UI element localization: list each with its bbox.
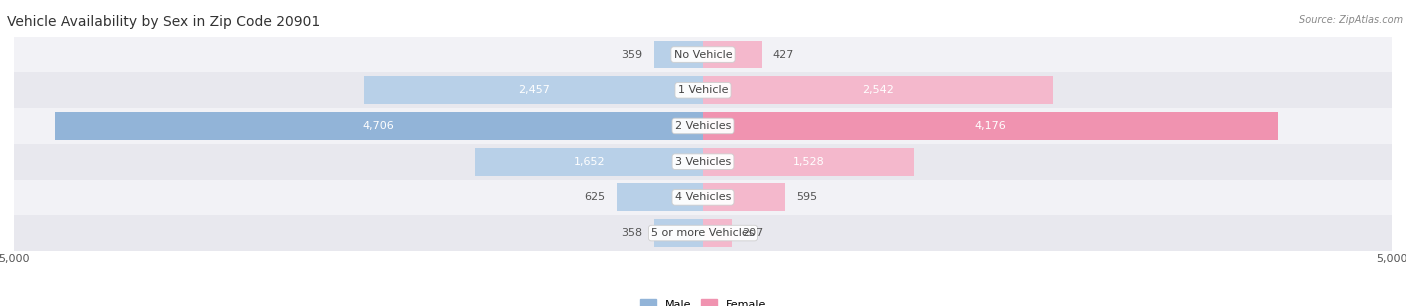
Bar <box>475 148 703 176</box>
Bar <box>703 219 731 247</box>
Text: 625: 625 <box>585 192 606 202</box>
Bar <box>703 183 785 211</box>
Text: 595: 595 <box>796 192 817 202</box>
Bar <box>703 76 1053 104</box>
Bar <box>14 108 1392 144</box>
Bar <box>14 73 1392 108</box>
Bar <box>654 219 703 247</box>
Text: 2,542: 2,542 <box>862 85 894 95</box>
Text: 2 Vehicles: 2 Vehicles <box>675 121 731 131</box>
Text: 3 Vehicles: 3 Vehicles <box>675 157 731 167</box>
Text: 5 or more Vehicles: 5 or more Vehicles <box>651 228 755 238</box>
Text: 427: 427 <box>773 50 794 60</box>
Text: 359: 359 <box>621 50 643 60</box>
Text: 2,457: 2,457 <box>517 85 550 95</box>
Bar <box>14 215 1392 251</box>
Bar <box>55 112 703 140</box>
Text: 4 Vehicles: 4 Vehicles <box>675 192 731 202</box>
Bar <box>703 112 1278 140</box>
Bar <box>617 183 703 211</box>
Bar <box>14 37 1392 73</box>
Text: No Vehicle: No Vehicle <box>673 50 733 60</box>
Legend: Male, Female: Male, Female <box>640 299 766 306</box>
Text: 1,652: 1,652 <box>574 157 605 167</box>
Bar <box>14 180 1392 215</box>
Bar <box>703 148 914 176</box>
Text: Vehicle Availability by Sex in Zip Code 20901: Vehicle Availability by Sex in Zip Code … <box>7 15 321 28</box>
Text: 207: 207 <box>742 228 763 238</box>
Text: 1,528: 1,528 <box>793 157 824 167</box>
Text: 4,706: 4,706 <box>363 121 395 131</box>
Bar <box>14 144 1392 180</box>
Bar <box>703 41 762 69</box>
Text: 358: 358 <box>621 228 643 238</box>
Bar <box>654 41 703 69</box>
Bar <box>364 76 703 104</box>
Text: 1 Vehicle: 1 Vehicle <box>678 85 728 95</box>
Text: 4,176: 4,176 <box>974 121 1007 131</box>
Text: Source: ZipAtlas.com: Source: ZipAtlas.com <box>1299 15 1403 25</box>
